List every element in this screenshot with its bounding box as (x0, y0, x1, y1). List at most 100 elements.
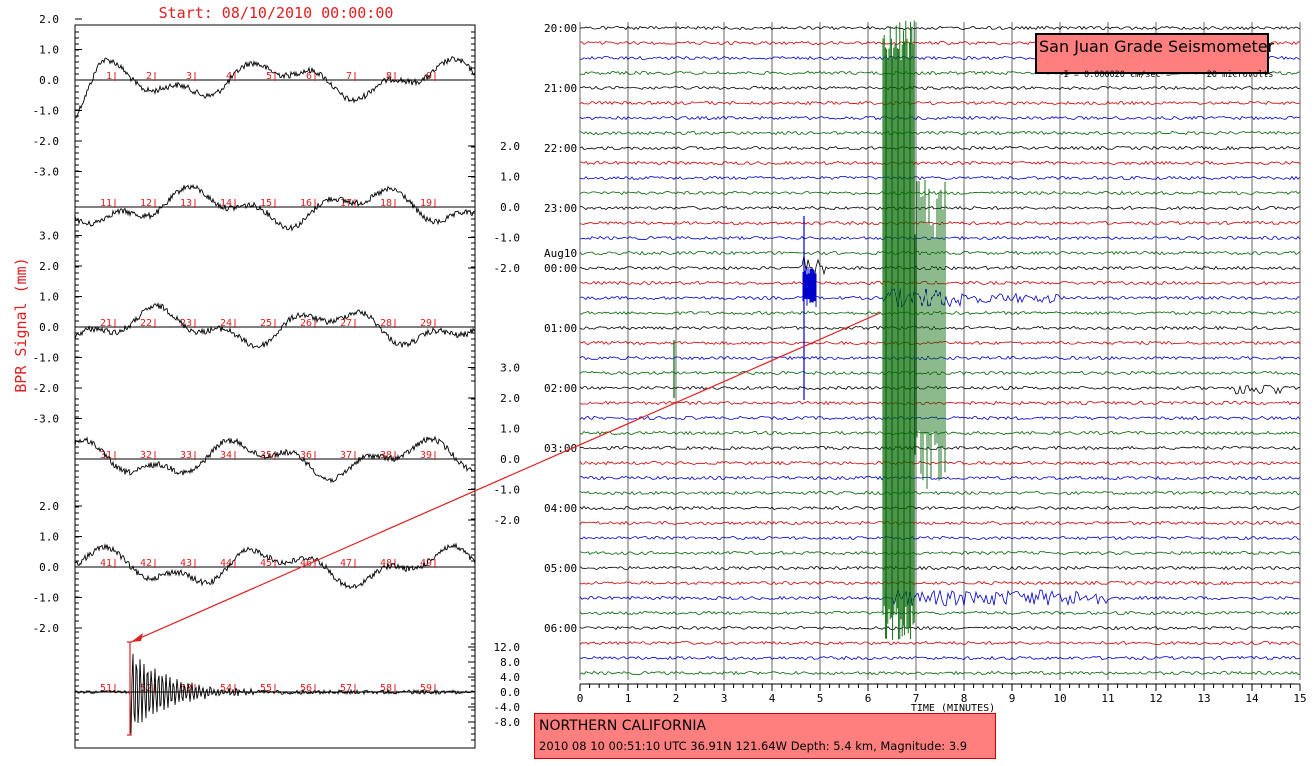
y-tick-label: -3.0 (33, 413, 60, 426)
event-connector-lines (130, 312, 881, 643)
scale-text: = 0.000020 cm/sec = 20 microvolts (1073, 70, 1274, 80)
x-tick-label: 15 (1293, 692, 1306, 705)
seismic-trace (579, 580, 1301, 586)
x-tick-label: 10 (1053, 692, 1066, 705)
bpr-panel-6: 12.0 8.0 4.0 0.0 -4.0 -8.0 51 52 53 54 55 56 57 58 59 (74, 631, 521, 741)
minute-marker-label: 19 (420, 198, 432, 209)
hour-label: 02:00 (544, 382, 577, 395)
minute-marker-label: 16 (300, 198, 312, 209)
y-tick-label: 0.0 (39, 561, 59, 574)
seismic-trace (579, 115, 1301, 121)
p-wave-burst (802, 266, 817, 307)
saturated-trace (882, 20, 946, 640)
minute-marker-label: 43 (180, 558, 192, 569)
x-tick-label: 3 (721, 692, 728, 705)
minute-marker-label: 59 (420, 683, 432, 694)
scale-legend: I = 0.000020 cm/sec = 20 microvolts (1043, 60, 1273, 90)
seismic-trace (579, 415, 1301, 421)
seismic-trace (579, 288, 1301, 308)
seismic-trace (579, 25, 1301, 31)
y-tick-label: 2.0 (500, 140, 520, 153)
minute-marker-label: 11 (100, 198, 112, 209)
minute-marker-label: 39 (420, 450, 432, 461)
y-tick-label: -2.0 (494, 514, 521, 527)
seismic-trace (579, 475, 1301, 481)
hour-label: 00:00 (544, 262, 577, 275)
y-tick-label: 2.0 (39, 500, 59, 513)
minute-marker-label: 6 (306, 71, 312, 82)
seismic-trace (579, 490, 1301, 496)
x-tick-label: 1 (625, 692, 632, 705)
minute-marker-label: 12 (140, 198, 152, 209)
y-tick-label: 8.0 (500, 656, 520, 669)
y-tick-label: 12.0 (494, 641, 521, 654)
y-tick-label: 2.0 (39, 13, 59, 26)
seismic-trace (579, 250, 1301, 256)
x-tick-label: 11 (1101, 692, 1114, 705)
y-tick-label: 2.0 (500, 392, 520, 405)
y-tick-label: 0.0 (500, 201, 520, 214)
minute-marker-label: 3 (186, 71, 192, 82)
y-tick-label: 1.0 (39, 531, 59, 544)
minute-marker-label: 27 (340, 318, 352, 329)
minute-marker-label: 48 (380, 558, 392, 569)
minute-marker-label: 14 (220, 198, 232, 209)
event-region: NORTHERN CALIFORNIA (539, 718, 707, 734)
y-tick-label: -8.0 (494, 716, 521, 729)
chart-title: Start: 08/10/2010 00:00:00 (159, 4, 394, 22)
scale-bar-icon: I (1063, 70, 1074, 80)
seismic-trace (579, 610, 1301, 616)
seismic-trace (579, 205, 1301, 211)
minute-marker-label: 15 (260, 198, 272, 209)
bpr-chart: Start: 08/10/2010 00:00:00 BPR Signal (m… (12, 4, 521, 749)
x-tick-label: 7 (913, 692, 920, 705)
bpr-trace (74, 301, 476, 349)
y-tick-label: -4.0 (494, 701, 521, 714)
bpr-panel-1: 2.01.00.0-1.0-2.0-3.01 2 3 4 5 6 7 8 9 (33, 13, 476, 179)
hour-label: 03:00 (544, 442, 577, 455)
y-tick-label: -1.0 (33, 105, 60, 118)
minute-marker-label: 36 (300, 450, 312, 461)
minute-marker-label: 26 (300, 318, 312, 329)
x-tick-label: 13 (1197, 692, 1210, 705)
minute-marker-label: 22 (140, 318, 152, 329)
y-tick-label: 1.0 (39, 44, 59, 57)
event-info-box: NORTHERN CALIFORNIA 2010 08 10 00:51:10 … (534, 713, 996, 759)
minute-marker-label: 58 (380, 683, 392, 694)
minute-marker-label: 29 (420, 318, 432, 329)
seismic-trace (579, 370, 1301, 376)
station-title-box: San Juan Grade Seismometer I = 0.000020 … (1035, 33, 1274, 80)
y-tick-label: 0.0 (39, 74, 59, 87)
y-tick-label: 2.0 (39, 260, 59, 273)
minute-marker-label: 51 (100, 683, 112, 694)
bpr-trace (74, 542, 476, 590)
bpr-trace (74, 653, 476, 734)
y-tick-label: -2.0 (33, 622, 60, 635)
minute-marker-label: 1 (106, 71, 112, 82)
x-tick-label: 14 (1245, 692, 1259, 705)
minute-marker-label: 18 (380, 198, 392, 209)
seismic-trace (579, 255, 1301, 281)
minute-marker-label: 49 (420, 558, 432, 569)
x-tick-label: 9 (1009, 692, 1016, 705)
seismic-trace (579, 460, 1301, 466)
seismic-trace (579, 355, 1301, 361)
minute-marker-label: 41 (100, 558, 112, 569)
seismic-trace (579, 430, 1301, 436)
y-tick-label: 3.0 (500, 362, 520, 375)
x-tick-label: 6 (865, 692, 872, 705)
hour-label: Aug10 (544, 247, 577, 260)
minute-marker-label: 4 (226, 71, 232, 82)
minute-marker-label: 2 (146, 71, 152, 82)
seismic-trace (579, 235, 1301, 241)
y-tick-label: -3.0 (33, 166, 60, 179)
seismic-trace (579, 175, 1301, 181)
x-tick-label: 4 (769, 692, 776, 705)
bpr-trace (75, 55, 476, 118)
x-tick-label: 8 (961, 692, 968, 705)
minute-marker-label: 46 (300, 558, 312, 569)
y-tick-label: -1.0 (494, 232, 521, 245)
minute-marker-label: 44 (220, 558, 232, 569)
minute-marker-label: 34 (220, 450, 232, 461)
seismic-trace (579, 145, 1301, 151)
